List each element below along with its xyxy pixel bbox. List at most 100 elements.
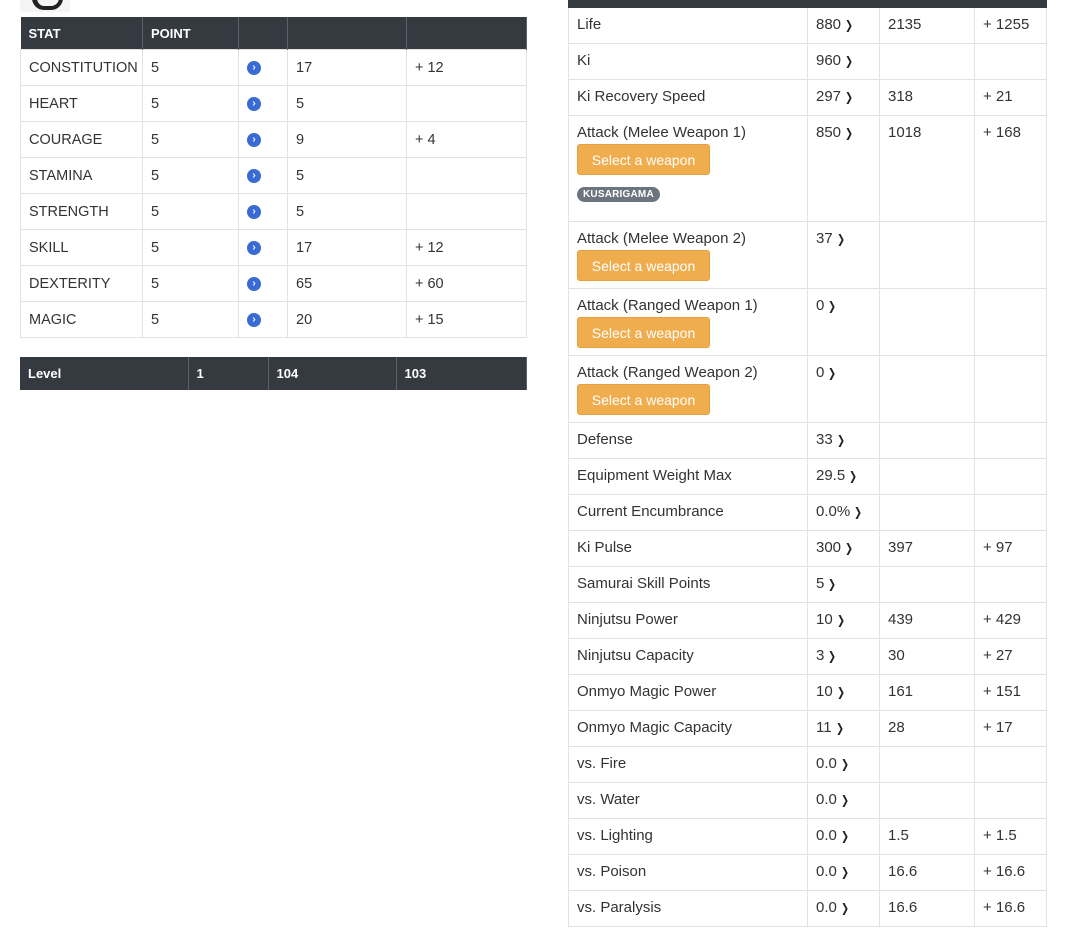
select-weapon-button[interactable]: Select a weapon <box>577 250 710 281</box>
derived-base-cell: 0 ❯ <box>807 288 880 356</box>
derived-base: 0 <box>816 297 825 314</box>
derived-label-cell: Onmyo Magic Capacity <box>568 710 808 747</box>
stat-value: 5 <box>287 193 407 230</box>
derived-value <box>879 782 975 819</box>
stat-arrow-cell: › <box>238 85 288 122</box>
derived-value <box>879 566 975 603</box>
stat-bonus: + 12 <box>406 229 527 266</box>
chevron-right-icon[interactable]: ❯ <box>840 865 849 879</box>
chevron-right-circle-icon[interactable]: › <box>247 276 261 291</box>
chevron-right-circle-icon[interactable]: › <box>247 168 261 183</box>
derived-row: Ki Pulse 300 ❯ 397 + 97 <box>568 530 1047 567</box>
chevron-right-icon[interactable]: ❯ <box>836 433 845 447</box>
derived-row: Ninjutsu Capacity 3 ❯ 30 + 27 <box>568 638 1047 675</box>
stat-bonus <box>406 193 527 230</box>
derived-value <box>879 288 975 356</box>
derived-label: vs. Lighting <box>577 827 653 844</box>
derived-label: Ki Recovery Speed <box>577 88 706 105</box>
stat-row: SKILL 5 › 17 + 12 <box>20 229 527 266</box>
derived-base-cell: 5 ❯ <box>807 566 880 603</box>
derived-label-cell: Attack (Melee Weapon 2) Select a weapon <box>568 221 808 289</box>
chevron-right-circle-icon[interactable]: › <box>247 96 261 111</box>
derived-bonus <box>974 746 1047 783</box>
derived-value <box>879 746 975 783</box>
derived-label: vs. Paralysis <box>577 899 662 916</box>
chevron-right-icon[interactable]: ❯ <box>845 541 854 555</box>
select-weapon-button[interactable]: Select a weapon <box>577 317 710 348</box>
select-weapon-button[interactable]: Select a weapon <box>577 144 710 175</box>
derived-label: Onmyo Magic Power <box>577 683 717 700</box>
derived-row: vs. Water 0.0 ❯ <box>568 782 1047 819</box>
derived-label-cell: Ki Recovery Speed <box>568 79 808 116</box>
derived-base-cell: 0.0 ❯ <box>807 854 880 891</box>
bonus-column-header <box>406 17 527 50</box>
derived-bonus: + 27 <box>974 638 1047 675</box>
stat-value: 17 <box>287 229 407 266</box>
chevron-right-icon[interactable]: ❯ <box>836 232 845 246</box>
derived-base: 33 <box>816 431 833 448</box>
derived-base: 3 <box>816 647 825 664</box>
chevron-right-icon[interactable]: ❯ <box>840 901 849 915</box>
chevron-right-icon[interactable]: ❯ <box>828 366 837 380</box>
derived-value <box>879 422 975 459</box>
stat-arrow-cell: › <box>238 229 288 266</box>
select-weapon-button[interactable]: Select a weapon <box>577 384 710 415</box>
logo-icon <box>32 0 63 10</box>
chevron-right-icon[interactable]: ❯ <box>845 126 854 140</box>
derived-header-row <box>568 0 1047 8</box>
chevron-right-circle-icon[interactable]: › <box>247 204 261 219</box>
weapon-badge: KUSARIGAMA <box>577 187 660 202</box>
derived-row: Samurai Skill Points 5 ❯ <box>568 566 1047 603</box>
chevron-right-icon[interactable]: ❯ <box>840 793 849 807</box>
derived-row: Life 880 ❯ 2135 + 1255 <box>568 7 1047 44</box>
derived-label-cell: Attack (Melee Weapon 1) Select a weapon KU… <box>568 115 808 222</box>
site-logo[interactable] <box>20 0 70 12</box>
derived-base: 960 <box>816 52 842 69</box>
derived-base-cell: 880 ❯ <box>807 7 880 44</box>
derived-bonus <box>974 288 1047 356</box>
chevron-right-circle-icon[interactable]: › <box>247 312 261 327</box>
derived-value: 1.5 <box>879 818 975 855</box>
derived-label-cell: Ki Pulse <box>568 530 808 567</box>
derived-base-cell: 0.0 ❯ <box>807 782 880 819</box>
chevron-right-icon[interactable]: ❯ <box>828 649 837 663</box>
chevron-right-icon[interactable]: ❯ <box>849 469 858 483</box>
chevron-right-icon[interactable]: ❯ <box>828 577 837 591</box>
derived-bonus: + 16.6 <box>974 854 1047 891</box>
derived-bonus: + 429 <box>974 602 1047 639</box>
chevron-right-icon[interactable]: ❯ <box>840 829 849 843</box>
derived-label-cell: Samurai Skill Points <box>568 566 808 603</box>
derived-row: Ki 960 ❯ <box>568 43 1047 80</box>
derived-row: Defense 33 ❯ <box>568 422 1047 459</box>
chevron-right-circle-icon[interactable]: › <box>247 132 261 147</box>
derived-base: 0.0 <box>816 827 837 844</box>
derived-label: Attack (Melee Weapon 1) <box>577 124 746 141</box>
derived-row: Attack (Ranged Weapon 1) Select a weapon 0… <box>568 288 1047 356</box>
chevron-right-icon[interactable]: ❯ <box>836 613 845 627</box>
chevron-right-icon[interactable]: ❯ <box>836 685 845 699</box>
derived-label-cell: vs. Fire <box>568 746 808 783</box>
derived-base: 0.0 <box>816 899 837 916</box>
stat-value: 5 <box>287 157 407 194</box>
chevron-right-circle-icon[interactable]: › <box>247 240 261 255</box>
chevron-right-icon[interactable]: ❯ <box>845 54 854 68</box>
derived-value: 28 <box>879 710 975 747</box>
chevron-right-icon[interactable]: ❯ <box>854 505 863 519</box>
derived-base-cell: 37 ❯ <box>807 221 880 289</box>
derived-value: 439 <box>879 602 975 639</box>
chevron-right-icon[interactable]: ❯ <box>835 721 844 735</box>
chevron-right-circle-icon[interactable]: › <box>247 60 261 75</box>
chevron-right-icon[interactable]: ❯ <box>840 757 849 771</box>
derived-row: Attack (Melee Weapon 1) Select a weapon KU… <box>568 115 1047 222</box>
derived-label-cell: Ninjutsu Power <box>568 602 808 639</box>
chevron-right-icon[interactable]: ❯ <box>845 90 854 104</box>
chevron-right-icon[interactable]: ❯ <box>845 18 854 32</box>
derived-row: vs. Lighting 0.0 ❯ 1.5 + 1.5 <box>568 818 1047 855</box>
derived-value: 1018 <box>879 115 975 222</box>
derived-label: Ninjutsu Capacity <box>577 647 694 664</box>
derived-base-cell: 10 ❯ <box>807 674 880 711</box>
derived-label: Ki Pulse <box>577 539 633 556</box>
chevron-right-icon[interactable]: ❯ <box>828 299 837 313</box>
derived-label: Attack (Ranged Weapon 2) <box>577 364 758 381</box>
level-diff: 103 <box>396 357 527 390</box>
